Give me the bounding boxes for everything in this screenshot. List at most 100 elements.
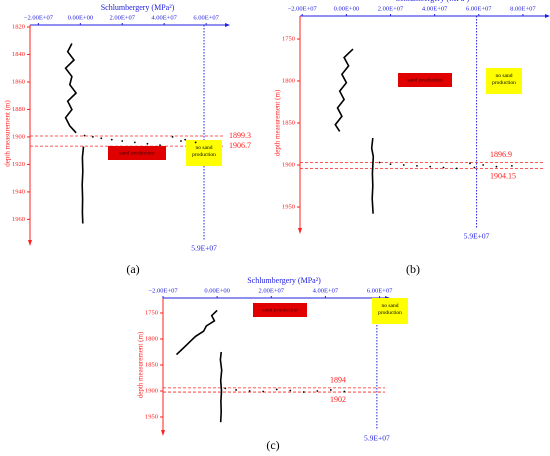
- y-axis-title: depth measurement (m): [274, 89, 282, 156]
- threshold-label: 5.9E+07: [464, 232, 490, 241]
- data-dot: [289, 389, 292, 392]
- panel-label: (a): [126, 262, 139, 276]
- y-tick-label: 1940: [12, 188, 25, 195]
- no-sand-wrap: no sand production: [378, 303, 402, 316]
- data-dot: [495, 165, 498, 168]
- x-tick-label: 8.00E+07: [510, 5, 536, 12]
- y-tick-label: 1920: [12, 161, 25, 168]
- x-tick-label: 0.00E+00: [204, 287, 230, 294]
- panel-label: (c): [266, 438, 279, 452]
- panel-label: (b): [406, 262, 420, 276]
- data-dot: [316, 390, 319, 392]
- data-dot: [329, 389, 332, 391]
- y-tick-label: 1950: [282, 203, 295, 210]
- data-dot: [343, 390, 346, 393]
- depth-line-label: 1906.7: [229, 141, 251, 150]
- y-tick-label: 1800: [145, 335, 158, 342]
- data-dot: [302, 391, 305, 393]
- x-tick-label: 4.00E+07: [151, 14, 177, 21]
- sand-label: sand production: [119, 150, 155, 156]
- x-tick-label: −2.00E+07: [24, 14, 54, 21]
- y-tick-label: 1820: [12, 23, 25, 30]
- sand-label: sand production: [262, 307, 298, 313]
- log-curve: [334, 48, 354, 132]
- threshold-label: 5.9E+07: [191, 244, 217, 253]
- y-tick-label: 1850: [282, 119, 295, 126]
- data-dot: [194, 141, 197, 144]
- y-tick-label: 1850: [145, 361, 158, 368]
- data-dot: [133, 141, 136, 144]
- data-dot: [180, 140, 182, 142]
- y-tick-label: 1860: [12, 78, 25, 85]
- data-dot: [121, 140, 124, 142]
- x-tick-label: 2.00E+07: [110, 14, 136, 21]
- data-dot: [235, 389, 237, 391]
- log-curve: [370, 138, 375, 214]
- data-dot: [469, 162, 471, 165]
- x-tick-label: 6.00E+07: [367, 287, 393, 294]
- y-tick-label: 1750: [282, 35, 295, 42]
- depth-line-label: 1899.3: [229, 131, 251, 140]
- data-dot: [510, 164, 513, 167]
- no-sand-box: [372, 298, 408, 324]
- no-sand-label: no sand production: [492, 73, 516, 86]
- no-sand-wrap: no sand production: [492, 73, 516, 86]
- data-dot: [275, 388, 278, 391]
- y-tick-label: 1900: [145, 387, 158, 394]
- no-sand-label: no sand production: [378, 303, 402, 316]
- x-tick-label: −2.00E+07: [288, 5, 318, 12]
- y-axis-arrow: [161, 430, 165, 436]
- x-tick-label: 2.00E+07: [259, 287, 285, 294]
- log-curve: [64, 43, 78, 134]
- x-axis-arrow: [545, 14, 550, 18]
- panel: Schlumbergery (MPa²) depth measurement (m…: [137, 276, 408, 452]
- x-tick-label: 4.00E+07: [422, 5, 448, 12]
- x-tick-label: 4.00E+07: [313, 287, 339, 294]
- depth-line-label: 1894: [330, 376, 346, 385]
- data-dot: [92, 136, 94, 138]
- y-tick-label: 1900: [282, 161, 295, 168]
- data-dot: [378, 161, 381, 164]
- x-tick-label: 2.00E+07: [378, 5, 404, 12]
- no-sand-wrap: no sand production: [192, 145, 216, 158]
- data-dot: [248, 390, 251, 392]
- data-dot: [262, 390, 265, 393]
- y-axis-title: depth measurement (m): [4, 100, 12, 167]
- y-tick-label: 1750: [145, 309, 158, 316]
- log-curve: [175, 309, 218, 356]
- x-tick-label: 6.00E+07: [193, 14, 219, 21]
- no-sand-label: no sand production: [192, 145, 216, 158]
- data-dot: [224, 387, 227, 390]
- x-tick-label: −2.00E+07: [148, 287, 178, 294]
- data-dot: [482, 164, 485, 166]
- data-dot: [110, 138, 113, 141]
- sand-box: [253, 303, 307, 317]
- data-dot: [402, 164, 405, 166]
- log-curve: [219, 351, 223, 423]
- no-sand-box: [186, 140, 222, 166]
- sand-box: [108, 146, 166, 160]
- x-tick-label: 0.00E+00: [334, 5, 360, 12]
- x-axis-title: Schlumbergery (MPa²): [101, 3, 175, 12]
- data-dot: [171, 136, 174, 138]
- data-dot: [100, 137, 103, 140]
- log-curve: [81, 146, 85, 224]
- data-dot: [416, 164, 418, 167]
- y-axis-arrow: [298, 228, 302, 234]
- depth-line-label: 1896.9: [490, 150, 512, 159]
- data-dot: [455, 167, 458, 170]
- data-dot: [159, 144, 161, 147]
- y-tick-label: 1880: [12, 106, 25, 113]
- sand-label: sand production: [407, 77, 443, 83]
- threshold-label: 5.9E+07: [364, 434, 390, 443]
- y-axis-arrow: [28, 240, 32, 246]
- data-dot: [83, 134, 86, 137]
- depth-line-label: 1904.15: [490, 171, 516, 180]
- data-dot: [184, 138, 187, 141]
- panel: Schlumbergery (MPa²) depth measurement (m…: [274, 0, 550, 276]
- data-dot: [473, 166, 476, 169]
- data-dot: [146, 142, 149, 145]
- y-tick-label: 1840: [12, 51, 25, 58]
- data-dot: [429, 165, 432, 168]
